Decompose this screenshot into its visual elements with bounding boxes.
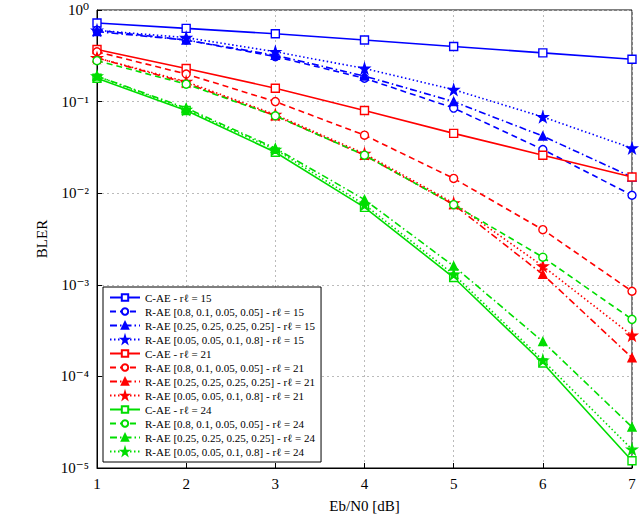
svg-text:4: 4 [361,476,369,492]
svg-text:R-AE [0.8, 0.1, 0.05, 0.05] -: R-AE [0.8, 0.1, 0.05, 0.05] - rℓ = 24 [145,418,305,430]
svg-text:R-AE [0.05, 0.05, 0.1, 0.8] -: R-AE [0.05, 0.05, 0.1, 0.8] - rℓ = 24 [145,446,305,458]
svg-text:R-AE [0.8, 0.1, 0.05, 0.05] -: R-AE [0.8, 0.1, 0.05, 0.05] - rℓ = 21 [145,362,304,374]
svg-text:5: 5 [450,476,458,492]
svg-text:C-AE - rℓ = 24: C-AE - rℓ = 24 [145,404,212,416]
svg-text:10⁻³: 10⁻³ [62,277,90,293]
svg-text:10⁻⁴: 10⁻⁴ [61,368,89,384]
svg-text:7: 7 [628,476,636,492]
svg-text:C-AE - rℓ = 15: C-AE - rℓ = 15 [145,292,212,304]
svg-text:R-AE [0.05, 0.05, 0.1, 0.8] -: R-AE [0.05, 0.05, 0.1, 0.8] - rℓ = 21 [145,390,304,402]
svg-text:BLER: BLER [34,220,50,258]
svg-text:R-AE [0.25, 0.25, 0.25, 0.25]: R-AE [0.25, 0.25, 0.25, 0.25] - rℓ = 21 [145,376,315,388]
svg-text:R-AE [0.05, 0.05, 0.1, 0.8] -: R-AE [0.05, 0.05, 0.1, 0.8] - rℓ = 15 [145,334,305,346]
svg-text:10⁻¹: 10⁻¹ [62,94,89,110]
svg-text:6: 6 [539,476,547,492]
svg-text:R-AE [0.8, 0.1, 0.05, 0.05] -: R-AE [0.8, 0.1, 0.05, 0.05] - rℓ = 15 [145,306,305,318]
svg-text:Eb/N0 [dB]: Eb/N0 [dB] [329,498,399,514]
svg-text:3: 3 [272,476,280,492]
svg-text:2: 2 [182,476,190,492]
svg-text:10⁻⁵: 10⁻⁵ [61,460,89,476]
svg-text:R-AE [0.25, 0.25, 0.25, 0.25]: R-AE [0.25, 0.25, 0.25, 0.25] - rℓ = 15 [145,320,316,332]
svg-text:R-AE [0.25, 0.25, 0.25, 0.25]: R-AE [0.25, 0.25, 0.25, 0.25] - rℓ = 24 [145,432,316,444]
svg-text:10⁰: 10⁰ [68,2,89,18]
svg-text:10⁻²: 10⁻² [62,185,90,201]
svg-text:1: 1 [93,476,101,492]
svg-text:C-AE - rℓ = 21: C-AE - rℓ = 21 [145,348,211,360]
